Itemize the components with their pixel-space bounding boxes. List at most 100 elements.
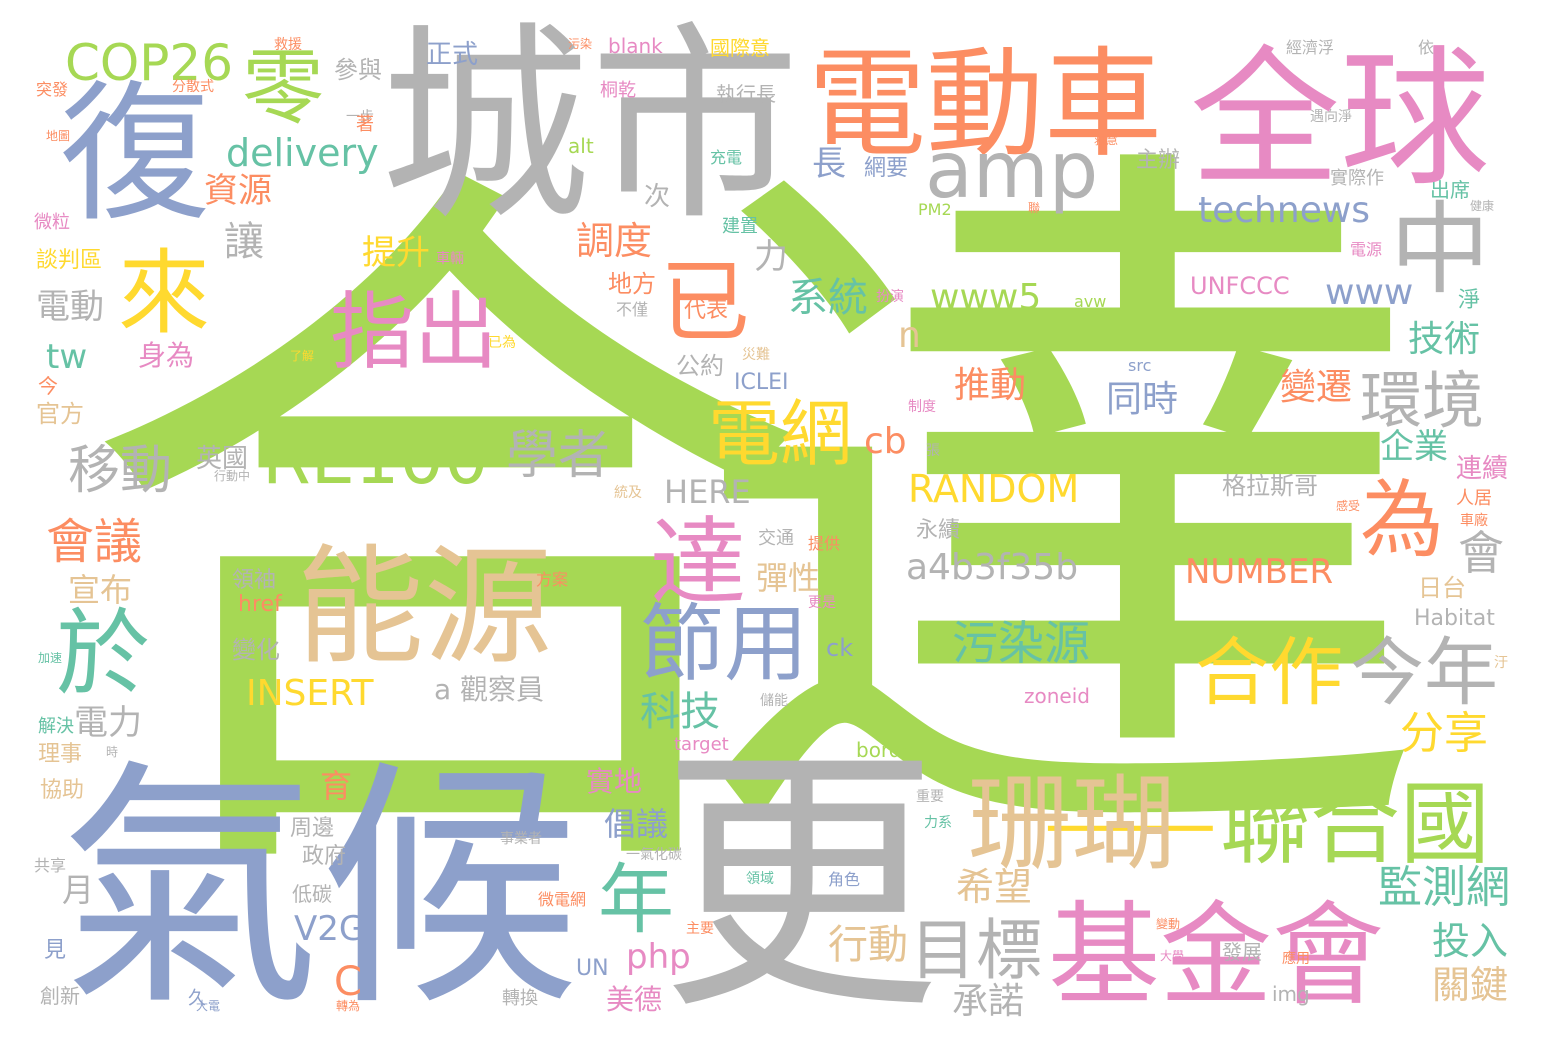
word-tw: tw (46, 337, 88, 377)
word-shiyeshe: 事業者 (500, 831, 542, 847)
word-lingxiu: 領袖 (232, 568, 277, 593)
word-xiwang: 希望 (956, 865, 1033, 909)
word-dongche: 電動車 (808, 35, 1163, 173)
word-dianli: 電力 (74, 703, 142, 743)
word-alt: alt (568, 134, 594, 158)
word-keji: 科技 (640, 689, 720, 735)
word-fensan: 分散式 (172, 79, 214, 95)
word-v2g: V2G (294, 909, 366, 949)
word-fenxiang: 分享 (1400, 708, 1488, 759)
word-jiankang: 健康 (1470, 199, 1495, 213)
word-hezuo: 合作 (1195, 630, 1343, 716)
word-yue: 月 (62, 871, 95, 909)
word-zhang2: 張 (926, 443, 940, 459)
word-lianheguo: 聯合國 (1220, 772, 1490, 877)
word-fangan: 方案 (536, 570, 569, 589)
word-rizhong: 日台 (1418, 574, 1466, 602)
word-bianjie: 聯 (1028, 201, 1041, 215)
word-border: border (856, 738, 923, 762)
word-hui: 會 (1458, 526, 1504, 580)
word-tanpan: 談判區 (36, 248, 103, 273)
word-shi: 時 (106, 745, 119, 759)
word-dongdong: 電動 (36, 287, 104, 327)
word-chuangxin: 創新 (40, 984, 80, 1008)
word-number: NUMBER (1185, 552, 1334, 592)
word-yiwei: 已為 (488, 335, 516, 351)
word-weimu: 微電網 (538, 890, 587, 909)
word-shanhu: 珊瑚 (968, 763, 1177, 885)
word-a-obs: a 觀察員 (434, 673, 545, 706)
word-wangyao: 網要 (864, 156, 909, 181)
word-src: src (1128, 356, 1152, 375)
word-zhang: 長 (812, 144, 846, 184)
word-ci: 次 (644, 182, 671, 212)
word-qiye: 企業 (1380, 427, 1448, 467)
word-yi: 已 (660, 250, 750, 355)
word-weili: 微粒 (34, 212, 70, 233)
word-www5: www5 (930, 277, 1042, 318)
word-a4b: a4b3f35b (906, 547, 1079, 588)
word-cop26: COP26 (65, 34, 234, 92)
word-fu: 復 (60, 68, 211, 242)
word-dimei: 地圖 (46, 129, 71, 143)
word-tongshi: 同時 (1106, 379, 1179, 420)
word-zhuban: 主辦 (1136, 148, 1181, 173)
word-c: C (334, 959, 362, 1005)
word-yidong: 移動 (68, 441, 173, 501)
word-zhuyi: 遇向淨 (1310, 109, 1352, 125)
word-dibian: 低碳 (292, 882, 332, 906)
word-tuidong: 推動 (954, 365, 1027, 406)
word-unfccc: UNFCCC (1190, 272, 1290, 300)
word-changyi: 倡議 (604, 805, 669, 843)
word-delivery: delivery (226, 131, 379, 175)
word-meide: 美德 (606, 983, 663, 1016)
word-geladi: 格拉斯哥 (1222, 472, 1318, 500)
word-xitong: 系統 (788, 275, 868, 321)
word-un: UN (576, 956, 609, 981)
word-canyu: 參與 (334, 56, 382, 84)
word-jin: 今 (38, 374, 58, 398)
word-php: php (626, 937, 691, 977)
word-da2: 達 (650, 507, 746, 619)
word-renju: 人居 (1456, 488, 1492, 509)
word-href: href (238, 592, 282, 617)
word-xiangmu: 大學 (1160, 949, 1185, 963)
word-jiji: 統及 (614, 485, 642, 501)
word-jinnian: 今年 (1350, 630, 1498, 716)
word-zhengshi: 正式 (426, 40, 479, 70)
word-jieyong: 節用 (640, 595, 809, 693)
word-zhouzao: 周邊 (290, 816, 335, 841)
word-zhidu: 制度 (908, 399, 936, 415)
word-bianhua: 變化 (232, 636, 280, 664)
word-huanjing: 環境 (1360, 364, 1485, 437)
word-dafang: 地方 (608, 270, 656, 298)
word-jiancewang: 監測網 (1378, 862, 1510, 913)
word-lingyu: 領域 (746, 871, 774, 887)
word-habitat: Habitat (1414, 606, 1495, 631)
word-rang: 讓 (224, 219, 264, 265)
word-jian: 見 (44, 938, 67, 963)
word-big-stroke: 一 (1040, 794, 1221, 868)
word-buzhi: 不僅 (616, 300, 649, 319)
word-li: 力 (754, 237, 788, 277)
word-jiaose: 角色 (828, 870, 861, 889)
word-wuran: 污染 (568, 37, 593, 51)
word-re100: RE100 (262, 418, 489, 500)
word-touru: 投入 (1432, 919, 1509, 963)
word-wuranyuan: 污染源 (952, 616, 1090, 670)
word-chengshi: 城市 (380, 4, 801, 249)
word-shijizuo: 實際作 (1330, 168, 1384, 189)
word-ling: 零 (242, 41, 325, 136)
word-bianqian: 變遷 (1280, 367, 1353, 408)
word-chedian: 車廠 (1460, 513, 1488, 529)
word-yiqihua: 一氣化碳 (626, 847, 682, 863)
word-ck: ck (826, 634, 854, 662)
word-gongyue: 公約 (676, 352, 724, 380)
word-guanjian: 關鍵 (1432, 963, 1509, 1007)
word-nengyuan: 能源 (296, 533, 553, 682)
word-tufa: 突發 (36, 80, 69, 99)
word-guanfang: 官方 (36, 400, 84, 428)
word-wei: 為 (1360, 471, 1445, 569)
word-technews: technews (1198, 190, 1371, 231)
